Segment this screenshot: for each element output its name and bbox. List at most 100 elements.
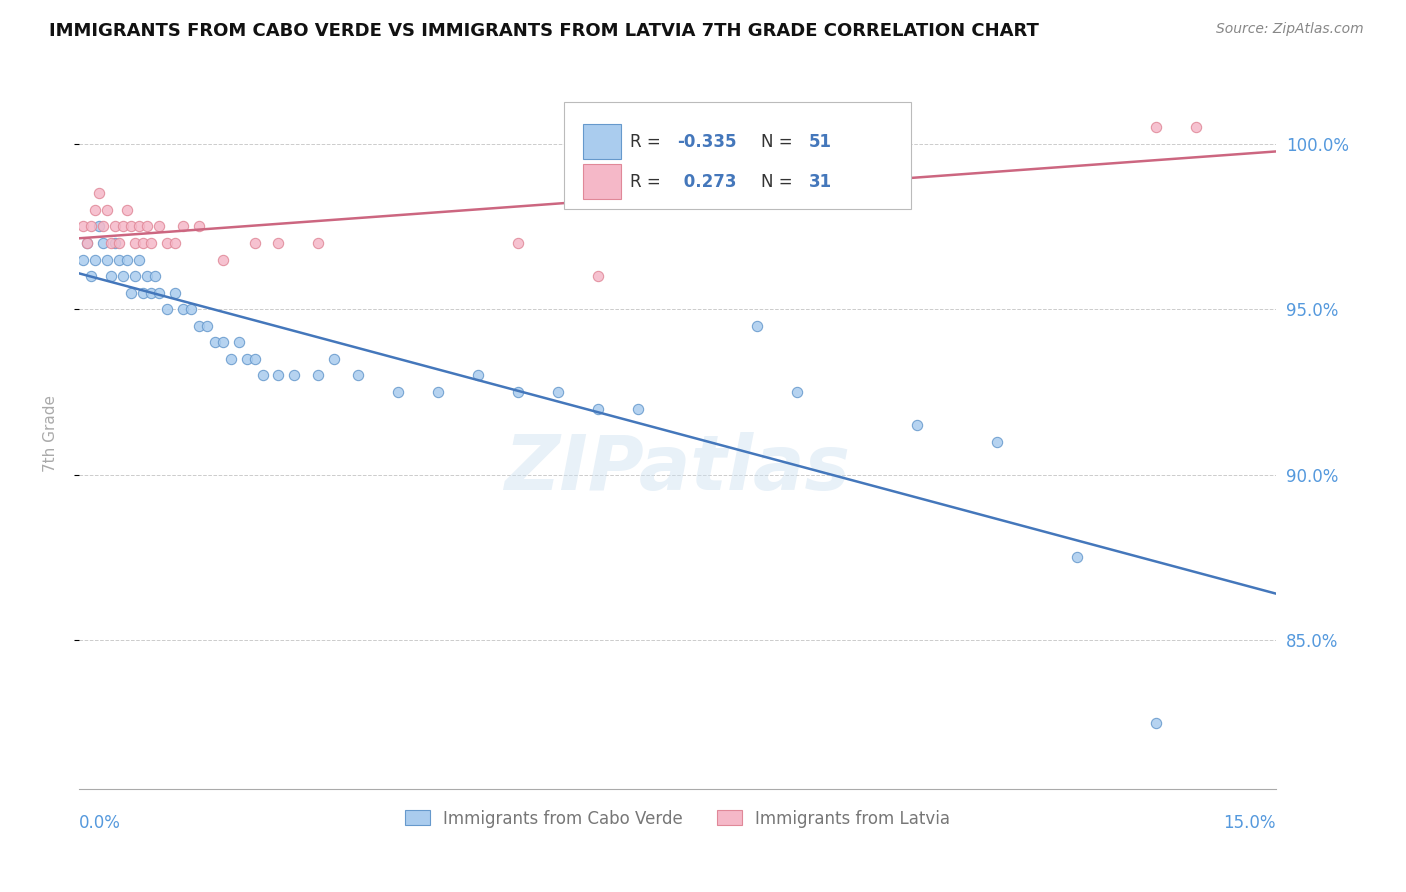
Point — [219, 351, 242, 366]
Point — [204, 335, 226, 350]
Point — [307, 235, 329, 250]
FancyBboxPatch shape — [583, 124, 621, 160]
Point — [111, 269, 134, 284]
Text: -0.335: -0.335 — [678, 133, 737, 151]
Text: IMMIGRANTS FROM CABO VERDE VS IMMIGRANTS FROM LATVIA 7TH GRADE CORRELATION CHART: IMMIGRANTS FROM CABO VERDE VS IMMIGRANTS… — [49, 22, 1039, 40]
Point — [747, 318, 769, 333]
Point — [115, 202, 138, 217]
Point — [211, 335, 233, 350]
FancyBboxPatch shape — [564, 103, 911, 209]
Point — [143, 269, 166, 284]
Y-axis label: 7th Grade: 7th Grade — [44, 395, 58, 472]
Point — [1144, 716, 1167, 731]
Point — [163, 285, 186, 300]
Point — [87, 219, 110, 234]
Point — [547, 384, 569, 399]
Point — [172, 219, 194, 234]
Point — [1185, 120, 1208, 134]
Point — [104, 219, 127, 234]
Point — [124, 269, 146, 284]
Point — [124, 235, 146, 250]
Point — [132, 235, 155, 250]
Text: N =: N = — [761, 133, 799, 151]
Point — [156, 302, 179, 317]
Point — [120, 219, 142, 234]
Point — [76, 235, 98, 250]
Point — [104, 235, 127, 250]
Point — [172, 302, 194, 317]
Point — [135, 269, 157, 284]
Point — [586, 401, 609, 416]
Point — [148, 285, 170, 300]
Text: 0.0%: 0.0% — [79, 814, 121, 832]
Point — [84, 202, 107, 217]
Point — [427, 384, 450, 399]
Point — [986, 434, 1008, 449]
Point — [228, 335, 250, 350]
Point — [108, 252, 131, 267]
Point — [252, 368, 274, 383]
Point — [283, 368, 305, 383]
Point — [156, 235, 179, 250]
Point — [187, 219, 209, 234]
Point — [586, 269, 609, 284]
Point — [132, 285, 155, 300]
Point — [467, 368, 489, 383]
Point — [100, 235, 122, 250]
Text: 0.273: 0.273 — [678, 173, 735, 191]
Point — [323, 351, 346, 366]
Point — [84, 252, 107, 267]
Point — [72, 219, 94, 234]
Point — [163, 235, 186, 250]
Point — [786, 384, 808, 399]
Point — [195, 318, 218, 333]
Point — [91, 219, 114, 234]
Point — [267, 368, 290, 383]
Text: R =: R = — [630, 133, 665, 151]
Point — [111, 219, 134, 234]
Point — [100, 269, 122, 284]
Point — [87, 186, 110, 201]
Point — [506, 235, 529, 250]
Point — [80, 269, 103, 284]
Point — [139, 285, 162, 300]
Point — [347, 368, 370, 383]
Point — [108, 235, 131, 250]
Point — [96, 252, 118, 267]
Text: R =: R = — [630, 173, 665, 191]
Point — [1144, 120, 1167, 134]
Point — [80, 219, 103, 234]
Point — [180, 302, 202, 317]
Point — [626, 401, 648, 416]
Point — [905, 418, 928, 433]
Point — [307, 368, 329, 383]
Legend: Immigrants from Cabo Verde, Immigrants from Latvia: Immigrants from Cabo Verde, Immigrants f… — [398, 803, 956, 834]
Text: 51: 51 — [810, 133, 832, 151]
Point — [128, 219, 150, 234]
Point — [96, 202, 118, 217]
Point — [243, 235, 266, 250]
Text: 31: 31 — [810, 173, 832, 191]
Point — [115, 252, 138, 267]
Point — [120, 285, 142, 300]
Point — [135, 219, 157, 234]
Text: N =: N = — [761, 173, 799, 191]
Point — [187, 318, 209, 333]
FancyBboxPatch shape — [583, 164, 621, 199]
Point — [267, 235, 290, 250]
Point — [235, 351, 257, 366]
Point — [72, 252, 94, 267]
Point — [139, 235, 162, 250]
Point — [91, 235, 114, 250]
Point — [1066, 550, 1088, 565]
Point — [211, 252, 233, 267]
Text: Source: ZipAtlas.com: Source: ZipAtlas.com — [1216, 22, 1364, 37]
Point — [387, 384, 409, 399]
Point — [148, 219, 170, 234]
Point — [128, 252, 150, 267]
Text: 15.0%: 15.0% — [1223, 814, 1277, 832]
Point — [243, 351, 266, 366]
Point — [506, 384, 529, 399]
Text: ZIPatlas: ZIPatlas — [505, 432, 851, 506]
Point — [76, 235, 98, 250]
